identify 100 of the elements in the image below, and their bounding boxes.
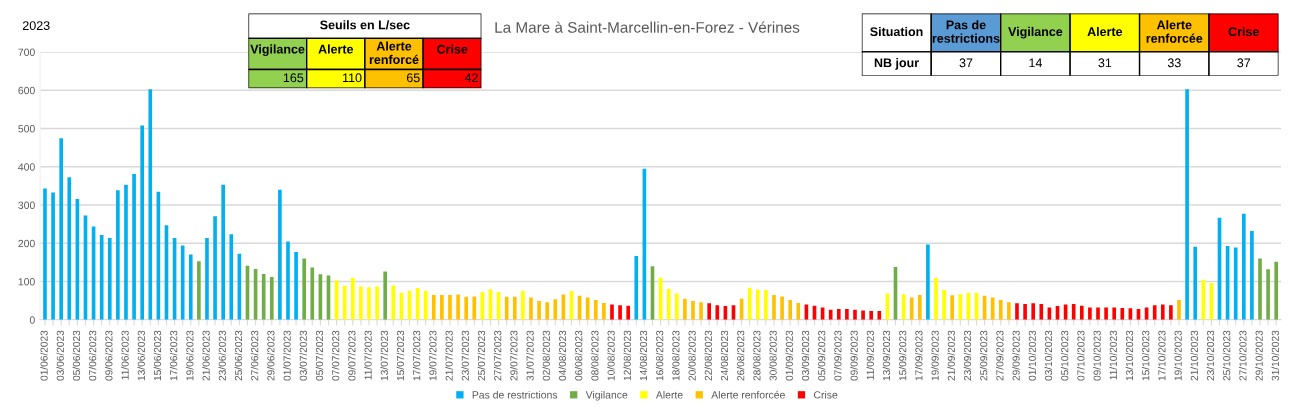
bar xyxy=(140,125,144,320)
bar xyxy=(124,184,128,320)
bar xyxy=(836,309,841,320)
x-tick-label: 27/06/2023 xyxy=(250,330,259,381)
bar xyxy=(853,309,857,320)
bar xyxy=(1096,307,1100,320)
text: Situation xyxy=(870,26,923,37)
bar xyxy=(221,184,225,320)
x-tick-label: 22/08/2023 xyxy=(704,330,712,381)
x-tick-label: 25/07/2023 xyxy=(477,330,486,381)
x-tick-label: 17/07/2023 xyxy=(412,330,421,381)
bar xyxy=(1258,258,1262,320)
x-tick-label: 29/09/2023 xyxy=(1012,330,1020,381)
x-tick-label: 15/09/2023 xyxy=(898,330,907,381)
x-tick-label: 28/08/2023 xyxy=(753,330,761,381)
bar xyxy=(1241,213,1246,320)
annotation: 42 xyxy=(464,73,478,83)
y-tick-label: 200 xyxy=(18,239,35,248)
bar xyxy=(537,301,541,320)
bar xyxy=(674,293,679,320)
bar xyxy=(448,294,452,320)
bar xyxy=(553,299,558,320)
x-tick-label: 18/08/2023 xyxy=(672,330,680,381)
bar xyxy=(626,305,631,320)
text: Seuils en L/sec xyxy=(320,20,410,30)
x-tick-label: 29/10/2023 xyxy=(1255,330,1263,381)
bar xyxy=(1169,305,1173,320)
x-tick-label: 13/09/2023 xyxy=(882,330,891,381)
x-tick-label: 05/07/2023 xyxy=(315,330,324,381)
x-tick-label: 17/10/2023 xyxy=(1158,330,1166,381)
x-tick-label: 07/06/2023 xyxy=(88,330,97,381)
x-tick-label: 11/10/2023 xyxy=(1109,330,1117,380)
bar xyxy=(683,298,687,320)
bar xyxy=(107,237,112,320)
bar xyxy=(691,301,695,320)
annotation: Vigilance xyxy=(250,44,305,57)
bar xyxy=(699,302,703,320)
bar xyxy=(845,309,849,320)
bar xyxy=(926,244,930,320)
bar xyxy=(423,291,428,320)
x-tick-label: 05/06/2023 xyxy=(72,330,81,381)
x-tick-label: 12/08/2023 xyxy=(623,330,631,381)
text: Alerte xyxy=(1087,26,1123,37)
bar xyxy=(1079,305,1084,320)
legend-label: Alerte renforcée xyxy=(711,390,785,399)
bar xyxy=(1185,89,1189,320)
bar xyxy=(472,296,477,320)
bar xyxy=(1152,305,1157,320)
legend-label: Crise xyxy=(813,390,838,399)
bar xyxy=(197,261,201,320)
text: 2023 xyxy=(22,21,50,31)
bar xyxy=(1160,304,1165,320)
bar xyxy=(456,294,460,320)
bar xyxy=(51,192,55,320)
x-tick-label: 19/09/2023 xyxy=(931,330,939,381)
x-tick-label: 31/10/2023 xyxy=(1271,330,1279,381)
x-tick-label: 06/08/2023 xyxy=(574,330,583,381)
bar xyxy=(521,290,525,320)
bar xyxy=(958,294,963,320)
bar xyxy=(869,311,874,320)
bar xyxy=(431,294,436,320)
x-tick-label: 11/09/2023 xyxy=(866,330,874,380)
x-tick-label: 13/07/2023 xyxy=(380,330,388,381)
x-tick-label: 01/07/2023 xyxy=(283,330,291,381)
bar xyxy=(950,295,955,320)
x-tick-label: 10/08/2023 xyxy=(607,330,615,381)
x-tick-label: 30/08/2023 xyxy=(769,330,777,381)
x-tick-label: 09/06/2023 xyxy=(105,330,113,381)
bar xyxy=(747,287,752,320)
text: Vigilance xyxy=(1008,26,1063,39)
bar xyxy=(148,89,153,320)
bar xyxy=(229,234,234,320)
x-tick-label: 13/06/2023 xyxy=(137,330,145,381)
bar xyxy=(1120,307,1125,320)
bar xyxy=(67,177,72,320)
bar xyxy=(1039,304,1044,320)
bar xyxy=(1177,299,1181,320)
x-tick-label: 15/07/2023 xyxy=(396,330,405,381)
bar xyxy=(294,252,298,320)
x-tick-label: 09/07/2023 xyxy=(348,330,356,381)
bar xyxy=(788,299,793,320)
x-tick-label: 24/08/2023 xyxy=(720,330,729,381)
bar xyxy=(1193,246,1198,320)
x-tick-label: 01/06/2023 xyxy=(40,330,48,381)
bar xyxy=(269,276,274,320)
x-tick-label: 27/10/2023 xyxy=(1239,330,1247,381)
bar xyxy=(934,277,938,320)
annotation: 37 xyxy=(1237,58,1251,68)
x-tick-label: 21/09/2023 xyxy=(947,330,955,381)
bar xyxy=(383,271,387,320)
y-tick-label: 100 xyxy=(18,278,35,286)
bar xyxy=(342,285,347,320)
bar xyxy=(764,289,768,320)
bar xyxy=(585,297,590,320)
x-tick-label: 25/09/2023 xyxy=(979,330,988,381)
bar xyxy=(440,294,444,320)
bar xyxy=(464,296,469,320)
x-tick-label: 26/08/2023 xyxy=(736,330,745,381)
bar xyxy=(942,289,946,320)
bar xyxy=(1274,261,1279,320)
